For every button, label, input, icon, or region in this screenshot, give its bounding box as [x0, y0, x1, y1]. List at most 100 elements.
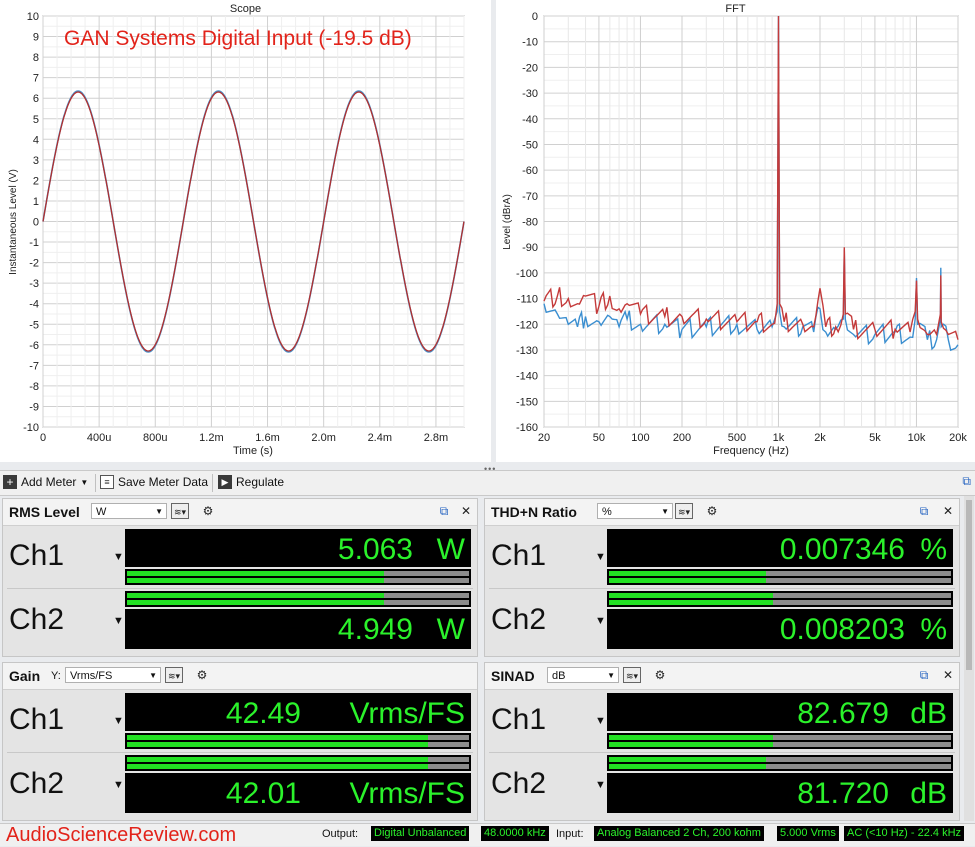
chevron-down-icon: ▼ [661, 507, 669, 516]
fft-y-tick-label: -30 [522, 88, 538, 100]
add-meter-button[interactable]: + Add Meter ▼ [3, 475, 88, 489]
graph-options-icon[interactable]: ≋▾ [165, 667, 183, 683]
fft-plot: 0 -10 -20 -30 -40 -50 -60 -70 -80 -90 -100 -110 -120… [502, 11, 967, 457]
ch1-menu-arrow[interactable]: ▼ [113, 551, 124, 563]
gear-icon[interactable]: ⚙ [202, 504, 214, 518]
meter-title: SINAD [491, 668, 535, 684]
scope-title: Scope [229, 3, 262, 15]
sinad-meter: SINAD dB ▼ ≋▾ ⚙ ⧉ ✕ Ch1 ▼ 82.679 dB Ch2 ▼… [484, 662, 960, 821]
input-range[interactable]: 5.000 Vrms [777, 826, 839, 841]
fft-y-tick-label: -60 [522, 165, 538, 177]
input-label: Input: [556, 828, 584, 840]
input-filter[interactable]: AC (<10 Hz) - 22.4 kHz [844, 826, 965, 841]
ch2-label: Ch2 [9, 603, 65, 636]
scope-y-tick-label: -8 [29, 381, 39, 393]
fft-x-tick-label: 1k [773, 432, 785, 444]
watermark-title: GAN Systems Digital Input (-19.5 dB) [64, 27, 412, 50]
ch2-unit: % [920, 613, 947, 646]
scope-y-tick-label: 5 [33, 114, 39, 126]
fft-x-tick-label: 200 [673, 432, 691, 444]
ch1-menu-arrow[interactable]: ▼ [113, 715, 124, 727]
ch2-unit: dB [910, 777, 947, 810]
close-icon[interactable]: ✕ [942, 504, 954, 518]
close-icon[interactable]: ✕ [460, 504, 472, 518]
bar-marker-line [127, 598, 469, 600]
scope-panel: Scope 10 9 8 7 6 5 4 3 2 1 0 -1 -2 -3 -4 -5 -6 -7 -8 -9 -10 0… [0, 0, 491, 462]
ch2-label: Ch2 [491, 603, 547, 636]
bar-marker-line [609, 762, 951, 764]
pop-out-icon[interactable]: ⧉ [919, 668, 929, 682]
scope-x-tick-label: 800u [143, 432, 167, 444]
ch2-menu-arrow[interactable]: ▼ [113, 615, 124, 627]
chevron-down-icon: ▼ [80, 477, 89, 487]
unit-select-value: Vrms/FS [70, 670, 113, 682]
graph-options-icon[interactable]: ≋▾ [675, 503, 693, 519]
ch1-label: Ch1 [491, 539, 547, 572]
graph-options-icon[interactable]: ≋▾ [623, 667, 641, 683]
fft-y-tick-label: -130 [516, 345, 538, 357]
scope-y-tick-label: -9 [29, 401, 39, 413]
fft-y-tick-label: -120 [516, 319, 538, 331]
scope-x-tick-label: 1.6m [255, 432, 279, 444]
ch2-menu-arrow[interactable]: ▼ [595, 779, 606, 791]
meter-header: Gain Y: Vrms/FS ▼ ≋▾ ⚙ [3, 663, 477, 690]
ch2-value: 42.01 [225, 777, 301, 810]
gear-icon[interactable]: ⚙ [654, 668, 666, 682]
ch2-readout: 0.008203 % [607, 609, 953, 649]
ch1-readout: 0.007346 % [607, 529, 953, 567]
splitter-handle[interactable]: ••• [484, 464, 497, 474]
ch1-level-bar [607, 569, 953, 585]
ch1-unit: dB [910, 697, 947, 730]
input-type[interactable]: Analog Balanced 2 Ch, 200 kohm [594, 826, 764, 841]
fft-title: FFT [725, 3, 746, 15]
ch1-menu-arrow[interactable]: ▼ [595, 551, 606, 563]
fft-y-tick-label: -90 [522, 242, 538, 254]
regulate-button[interactable]: ▶ Regulate [218, 475, 284, 489]
meters-scrollbar[interactable] [964, 496, 974, 821]
fft-y-tick-label: -50 [522, 139, 538, 151]
bar-marker-line [127, 740, 469, 742]
pop-out-icon[interactable]: ⧉ [439, 504, 449, 518]
ch2-label: Ch2 [491, 767, 547, 800]
pop-out-icon[interactable]: ⧉ [919, 504, 929, 518]
bar-marker-line [609, 740, 951, 742]
ch2-menu-arrow[interactable]: ▼ [113, 779, 124, 791]
bar-marker-line [609, 576, 951, 578]
ch1-label: Ch1 [491, 703, 547, 736]
unit-select[interactable]: Vrms/FS ▼ [65, 667, 161, 683]
gear-icon[interactable]: ⚙ [706, 504, 718, 518]
meter-header: RMS Level W ▼ ≋▾ ⚙ ⧉ ✕ [3, 499, 477, 526]
expand-icon[interactable]: ⧉ [962, 474, 971, 488]
chevron-down-icon: ▼ [149, 671, 157, 680]
gain-meter: Gain Y: Vrms/FS ▼ ≋▾ ⚙ Ch1 ▼ 42.49 Vrms/F… [2, 662, 478, 821]
save-meter-data-button[interactable]: ≡ Save Meter Data [100, 475, 208, 489]
fft-y-tick-label: -70 [522, 191, 538, 203]
fft-y-tick-label: -80 [522, 217, 538, 229]
ch1-label: Ch1 [9, 703, 65, 736]
output-rate[interactable]: 48.0000 kHz [481, 826, 549, 841]
unit-select[interactable]: W ▼ [91, 503, 167, 519]
scope-y-tick-label: -10 [23, 422, 39, 434]
scope-y-tick-label: -5 [29, 319, 39, 331]
status-bar: AudioScienceReview.com Output: Digital U… [0, 823, 975, 846]
ch2-menu-arrow[interactable]: ▼ [595, 615, 606, 627]
unit-select[interactable]: dB ▼ [547, 667, 619, 683]
unit-select[interactable]: % ▼ [597, 503, 673, 519]
ch1-value: 0.007346 [779, 533, 905, 566]
unit-select-value: W [96, 506, 107, 518]
play-icon: ▶ [218, 475, 232, 489]
scope-trace-2 [42, 91, 465, 352]
scope-x-tick-label: 2.0m [311, 432, 335, 444]
ch2-value: 81.720 [797, 777, 889, 810]
output-type[interactable]: Digital Unbalanced [371, 826, 470, 841]
unit-select-value: % [602, 506, 612, 518]
fft-panel: FFT 0 -10 -20 -30 -40 -50 -60 -70 -80 -90 -100 -110… [496, 0, 975, 462]
meter-header: SINAD dB ▼ ≋▾ ⚙ ⧉ ✕ [485, 663, 959, 690]
ch1-label: Ch1 [9, 539, 65, 572]
close-icon[interactable]: ✕ [942, 668, 954, 682]
gear-icon[interactable]: ⚙ [196, 668, 208, 682]
scope-y-tick-label: -7 [29, 360, 39, 372]
ch1-menu-arrow[interactable]: ▼ [595, 715, 606, 727]
graph-options-icon[interactable]: ≋▾ [171, 503, 189, 519]
plus-icon: + [3, 475, 17, 489]
